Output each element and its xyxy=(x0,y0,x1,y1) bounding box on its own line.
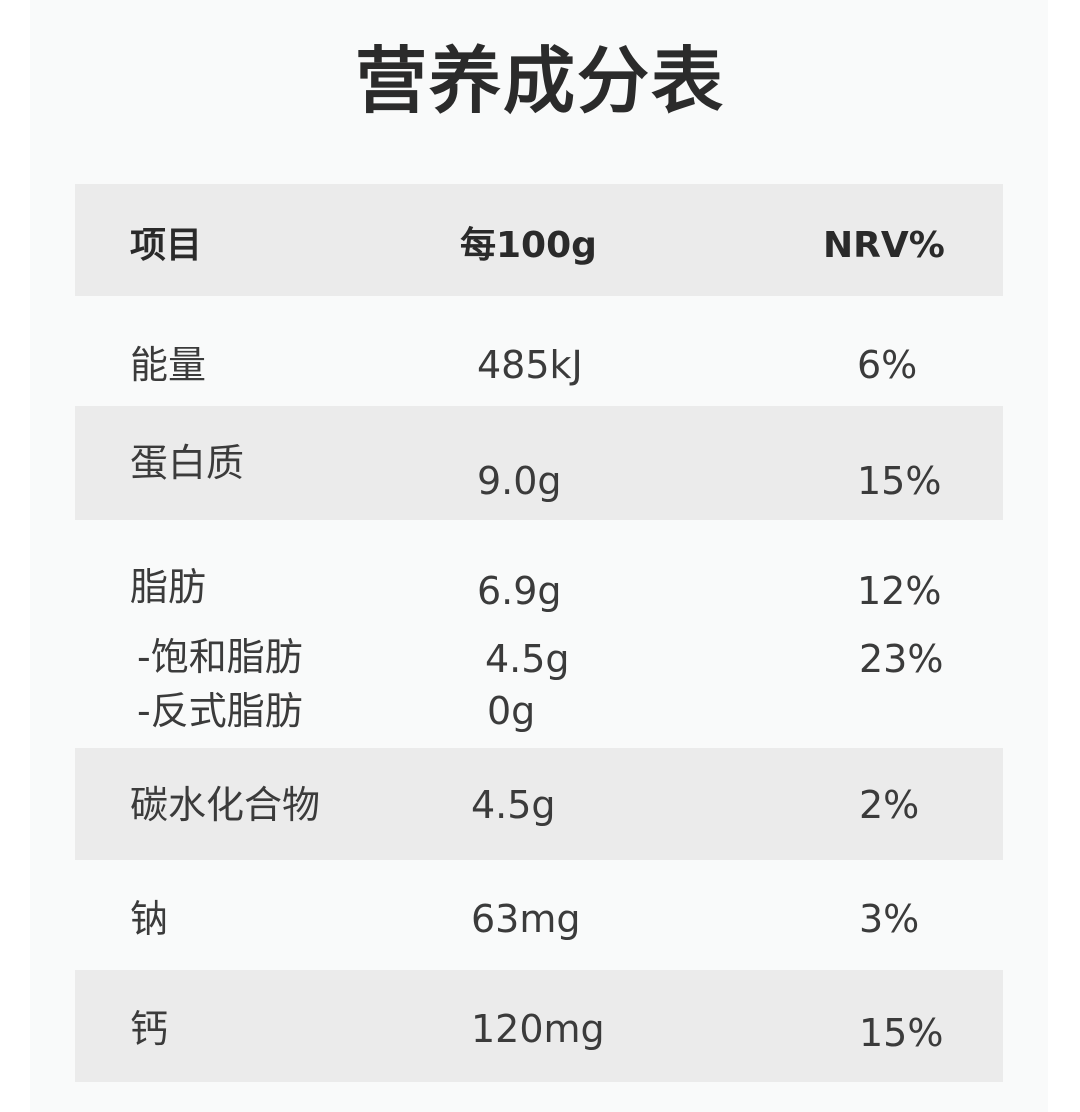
row-nrv-value: 2% xyxy=(859,783,920,827)
row-nrv-value: 12% xyxy=(857,569,942,613)
table-row: 钠 63mg 3% xyxy=(75,860,1003,970)
row-item-label: 钠 xyxy=(130,897,169,941)
table-row: 钙 120mg 15% xyxy=(75,970,1003,1082)
row-nrv-value: 6% xyxy=(857,343,918,387)
row-per100g-value: 120mg xyxy=(471,1007,605,1051)
row-per100g-value: 485kJ xyxy=(477,343,583,387)
row-nrv-value: 15% xyxy=(857,459,942,503)
sub-row-nrv-value: 23% xyxy=(859,637,944,681)
table-row: 能量 485kJ 6% xyxy=(75,296,1003,406)
row-item-label: 脂肪 xyxy=(130,565,207,609)
row-per100g-value: 6.9g xyxy=(477,569,562,613)
row-per100g-value: 4.5g xyxy=(471,783,556,827)
table-row-group-fat: 脂肪 6.9g 12% -饱和脂肪 4.5g 23% -反式脂肪 0g xyxy=(75,520,1003,748)
header-per100g: 每100g xyxy=(460,225,597,266)
row-nrv-value: 3% xyxy=(859,897,920,941)
row-item-label: 碳水化合物 xyxy=(130,783,321,827)
sub-row-item-label: -饱和脂肪 xyxy=(137,635,303,679)
sub-row-item-label: -反式脂肪 xyxy=(137,689,303,733)
nutrition-table: 项目 每100g NRV% 能量 485kJ 6% 蛋白质 9.0g 15% 脂… xyxy=(75,184,1003,1082)
table-row: 蛋白质 9.0g 15% xyxy=(75,406,1003,520)
header-item: 项目 xyxy=(130,225,203,266)
sub-row-per100g-value: 0g xyxy=(487,689,536,733)
page-title: 营养成分表 xyxy=(354,39,725,123)
row-per100g-value: 63mg xyxy=(471,897,581,941)
header-nrv: NRV% xyxy=(823,225,945,266)
row-item-label: 蛋白质 xyxy=(130,441,245,485)
row-item-label: 能量 xyxy=(130,343,207,387)
sub-row-per100g-value: 4.5g xyxy=(485,637,570,681)
table-header-row: 项目 每100g NRV% xyxy=(75,184,1003,296)
row-item-label: 钙 xyxy=(130,1007,169,1051)
row-per100g-value: 9.0g xyxy=(477,459,562,503)
table-row: 碳水化合物 4.5g 2% xyxy=(75,748,1003,860)
row-nrv-value: 15% xyxy=(859,1011,944,1055)
